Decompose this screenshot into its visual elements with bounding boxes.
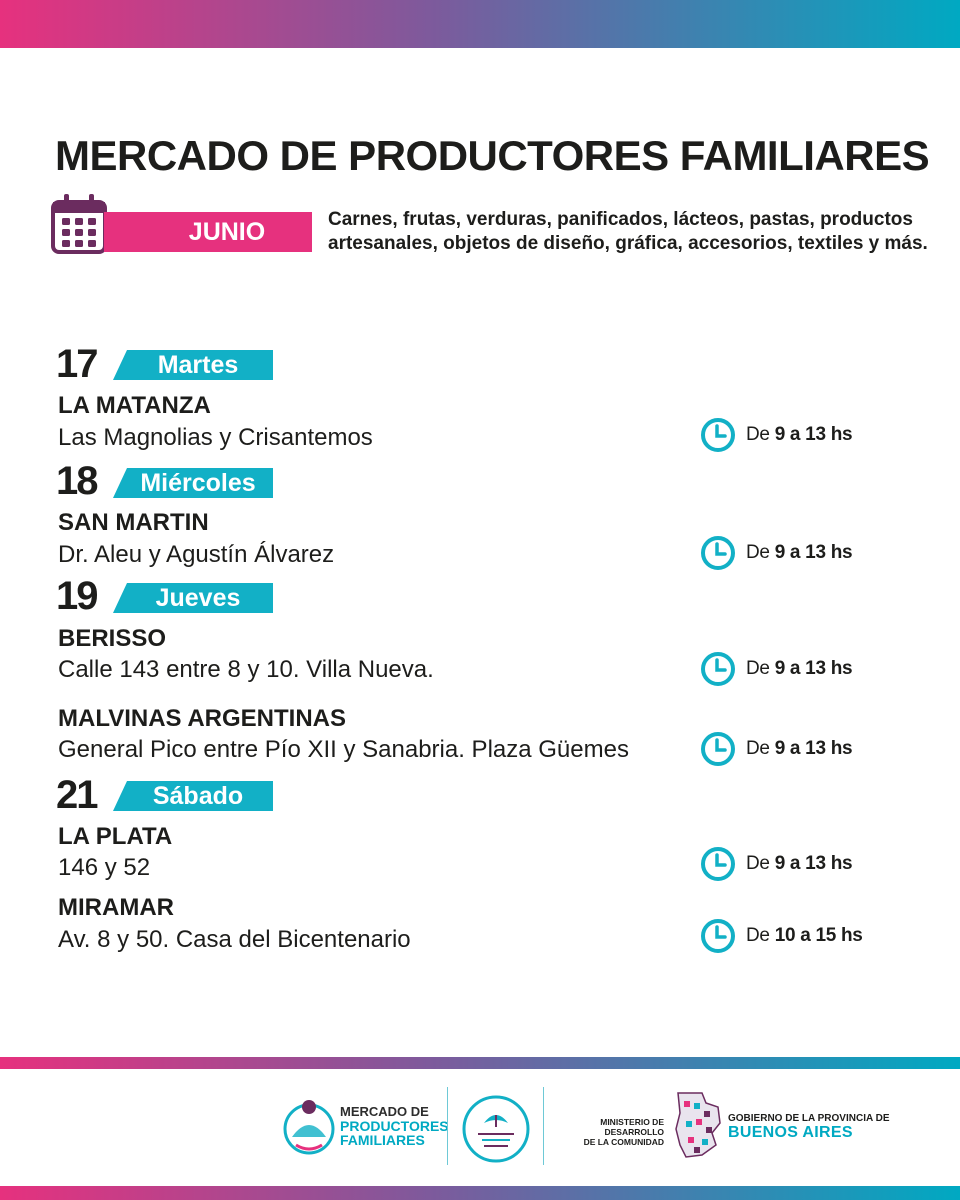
time-slot: De 9 a 13 hs	[700, 731, 853, 767]
location-address: General Pico entre Pío XII y Sanabria. P…	[58, 736, 629, 763]
location-name: MALVINAS ARGENTINAS	[58, 705, 346, 732]
day-number: 17	[56, 342, 98, 386]
location-address: Calle 143 entre 8 y 10. Villa Nueva.	[58, 656, 434, 683]
gobierno-line2: BUENOS AIRES	[728, 1124, 853, 1141]
location-name: SAN MARTIN	[58, 509, 209, 536]
gobierno-line1: GOBIERNO DE LA PROVINCIA DE	[728, 1113, 890, 1124]
time-value: 9 a 13 hs	[774, 738, 853, 759]
location-address: 146 y 52	[58, 854, 151, 881]
location-address: Av. 8 y 50. Casa del Bicentenario	[58, 926, 411, 953]
time-value: 9 a 13 hs	[774, 853, 853, 874]
month-label: JUNIO	[188, 218, 266, 246]
mercado-logo-line2: PRODUCTORES	[340, 1118, 449, 1134]
mercado-emblem-icon	[283, 1100, 335, 1155]
weekday-label: Jueves	[155, 584, 241, 612]
time-prefix: De	[746, 738, 770, 759]
day-number: 21	[56, 773, 98, 817]
location-address: Las Magnolias y Crisantemos	[58, 424, 373, 451]
weekday-tag: Jueves	[113, 583, 273, 613]
gobierno-logo: GOBIERNO DE LA PROVINCIA DE BUENOS AIRES	[728, 1113, 890, 1142]
clock-icon	[701, 847, 735, 881]
weekday-label: Miércoles	[140, 469, 256, 497]
page-title: MERCADO DE PRODUCTORES FAMILIARES	[55, 132, 930, 179]
clock-icon	[701, 919, 735, 953]
day-number: 18	[56, 459, 98, 503]
location-name: LA MATANZA	[58, 392, 211, 419]
clock-icon	[701, 732, 735, 766]
time-prefix: De	[746, 925, 770, 946]
time-slot: De 9 a 13 hs	[700, 651, 853, 687]
bottom-gradient-bar	[0, 1186, 960, 1200]
time-slot: De 10 a 15 hs	[700, 918, 863, 954]
top-gradient-bar	[0, 0, 960, 48]
clock-icon	[701, 652, 735, 686]
time-slot: De 9 a 13 hs	[700, 417, 853, 453]
time-prefix: De	[746, 424, 770, 445]
location-name: BERISSO	[58, 625, 167, 652]
clock-icon	[701, 418, 735, 452]
location-name: MIRAMAR	[58, 894, 174, 921]
footer-logos: MERCADO DE PRODUCTORES FAMILIARES MINIST…	[0, 1069, 960, 1186]
time-prefix: De	[746, 853, 770, 874]
mercado-logo: MERCADO DE PRODUCTORES FAMILIARES	[282, 1093, 452, 1163]
time-value: 9 a 13 hs	[774, 424, 853, 445]
weekday-tag: Sábado	[113, 781, 273, 811]
calendar-icon	[51, 194, 107, 254]
ministerio-logo: MINISTERIO DE DESARROLLO DE LA COMUNIDAD	[556, 1117, 664, 1147]
weekday-tag: Miércoles	[113, 468, 273, 498]
footer-gradient-bar	[0, 1057, 960, 1069]
mercado-logo-line1: MERCADO DE	[340, 1104, 429, 1119]
weekday-tag: Martes	[113, 350, 273, 380]
time-slot: De 9 a 13 hs	[700, 535, 853, 571]
month-banner: JUNIO	[104, 212, 312, 252]
ministerio-line2: DE LA COMUNIDAD	[583, 1137, 664, 1147]
time-value: 9 a 13 hs	[774, 542, 853, 563]
location-address: Dr. Aleu y Agustín Álvarez	[58, 541, 335, 568]
products-description: Carnes, frutas, verduras, panificados, l…	[328, 209, 928, 254]
time-prefix: De	[746, 658, 770, 679]
programa-alimentacion-logo	[462, 1095, 530, 1163]
weekday-label: Martes	[157, 351, 239, 379]
buenos-aires-province-map-icon	[675, 1092, 721, 1158]
weekday-label: Sábado	[152, 782, 244, 810]
time-value: 10 a 15 hs	[774, 925, 863, 946]
day-number: 19	[56, 574, 98, 618]
mercado-logo-line3: FAMILIARES	[340, 1132, 425, 1148]
clock-icon	[701, 536, 735, 570]
location-name: LA PLATA	[58, 823, 173, 850]
logo-divider	[543, 1087, 544, 1165]
time-value: 9 a 13 hs	[774, 658, 853, 679]
time-prefix: De	[746, 542, 770, 563]
logo-divider	[447, 1087, 448, 1165]
time-slot: De 9 a 13 hs	[700, 846, 853, 882]
ministerio-line1: MINISTERIO DE DESARROLLO	[600, 1117, 664, 1137]
